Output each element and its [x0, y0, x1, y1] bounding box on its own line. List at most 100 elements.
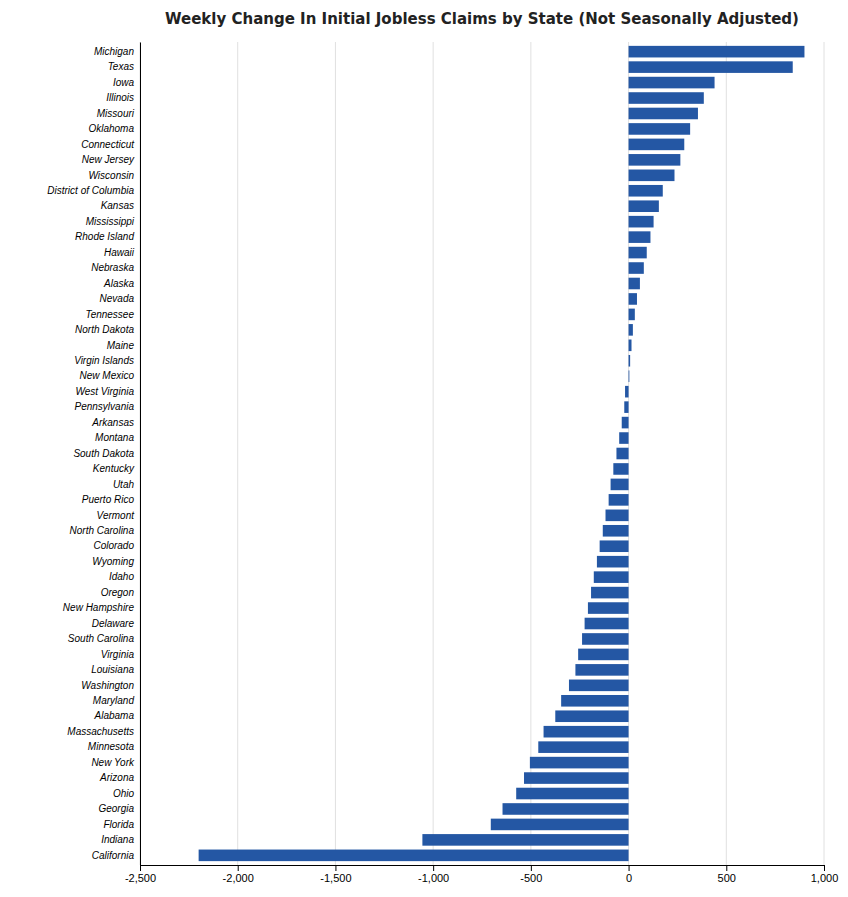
- chart: -2,500-2,000-1,500-1,000-50005001,000Mic…: [0, 0, 848, 897]
- y-tick-label: Mississippi: [86, 216, 135, 227]
- y-tick: Wisconsin: [89, 170, 135, 181]
- x-tick: -2,000: [223, 865, 254, 884]
- grid-line: [237, 42, 238, 865]
- y-tick: Virginia: [101, 649, 135, 660]
- y-tick-label: South Dakota: [73, 448, 134, 459]
- y-tick-label: California: [92, 850, 135, 861]
- y-tick-label: Montana: [95, 432, 134, 443]
- y-tick-label: New Mexico: [80, 370, 135, 381]
- y-tick: New Jersey: [82, 154, 135, 165]
- y-tick-label: Missouri: [97, 108, 135, 119]
- bar: [629, 355, 631, 367]
- y-tick: Florida: [103, 819, 134, 830]
- bar: [629, 123, 691, 135]
- y-tick: California: [92, 850, 135, 861]
- bar: [609, 494, 629, 506]
- y-tick: North Carolina: [70, 525, 135, 536]
- grid-line: [433, 42, 434, 865]
- y-tick: Alaska: [103, 278, 134, 289]
- bar: [629, 170, 675, 182]
- y-tick-label: Michigan: [94, 46, 134, 57]
- y-tick: District of Columbia: [47, 185, 134, 196]
- y-tick: Montana: [95, 432, 134, 443]
- grid-line: [530, 42, 531, 865]
- x-tick-mark: [629, 865, 630, 871]
- x-tick: -1,500: [320, 865, 351, 884]
- bar: [530, 757, 629, 769]
- y-tick-label: Kansas: [101, 200, 134, 211]
- bar: [422, 834, 628, 846]
- y-tick-label: Iowa: [113, 77, 135, 88]
- x-tick: -1,000: [418, 865, 449, 884]
- y-tick-label: Nevada: [100, 293, 135, 304]
- bar: [594, 571, 629, 583]
- y-tick-label: Illinois: [106, 92, 134, 103]
- bar: [578, 649, 628, 661]
- y-axis-line: [140, 43, 141, 866]
- y-tick: Iowa: [113, 77, 135, 88]
- y-tick-label: North Dakota: [75, 324, 134, 335]
- y-tick-label: Oklahoma: [88, 123, 134, 134]
- x-tick-label: -1,000: [418, 872, 449, 884]
- bar: [597, 556, 629, 568]
- y-tick: Ohio: [113, 788, 135, 799]
- x-tick-mark: [531, 865, 532, 871]
- y-tick: Nevada: [100, 293, 135, 304]
- y-tick-label: Kentucky: [93, 463, 135, 474]
- grid-line: [726, 42, 727, 865]
- y-tick-label: Washington: [81, 680, 134, 691]
- y-tick: Wyoming: [92, 556, 134, 567]
- y-tick: Texas: [108, 61, 134, 72]
- bar: [538, 741, 628, 753]
- y-axis: Michigan Texas Iowa Illinois Missouri Oklahom…: [47, 43, 140, 866]
- y-tick: Nebraska: [91, 262, 134, 273]
- x-tick-label: -2,000: [223, 872, 254, 884]
- x-tick-mark: [140, 865, 141, 871]
- y-tick: Kentucky: [93, 463, 135, 474]
- grid: [140, 42, 824, 865]
- y-tick-label: Indiana: [101, 834, 134, 845]
- x-tick-label: -1,500: [320, 872, 351, 884]
- y-tick: Louisiana: [91, 664, 134, 675]
- y-tick-label: Delaware: [92, 618, 135, 629]
- bar: [628, 370, 630, 382]
- y-tick: New Mexico: [80, 370, 135, 381]
- bar: [629, 61, 793, 73]
- bar: [629, 340, 632, 352]
- y-tick: Illinois: [106, 92, 134, 103]
- y-tick: Oregon: [101, 587, 135, 598]
- y-tick: Oklahoma: [88, 123, 134, 134]
- y-tick: Alabama: [94, 710, 135, 721]
- x-tick-label: 500: [718, 872, 736, 884]
- bar: [625, 386, 629, 398]
- x-tick-label: 0: [626, 872, 632, 884]
- y-tick-label: Ohio: [113, 788, 135, 799]
- bar: [629, 108, 698, 120]
- y-tick-label: Oregon: [101, 587, 135, 598]
- x-tick-mark: [824, 865, 825, 871]
- y-tick: Mississippi: [86, 216, 135, 227]
- y-tick-label: New York: [91, 757, 135, 768]
- bar: [524, 772, 629, 784]
- y-tick-label: District of Columbia: [47, 185, 134, 196]
- bar: [555, 710, 628, 722]
- bar: [582, 633, 629, 645]
- bar: [600, 540, 629, 552]
- bar: [629, 278, 640, 290]
- y-tick-label: South Carolina: [68, 633, 135, 644]
- bar: [199, 850, 629, 862]
- bar: [624, 401, 628, 413]
- title: Weekly Change In Initial Jobless Claims …: [165, 10, 799, 28]
- grid-line: [335, 42, 336, 865]
- grid-line: [824, 42, 825, 865]
- x-tick-label: -500: [520, 872, 542, 884]
- y-tick: Washington: [81, 680, 134, 691]
- bar: [616, 448, 628, 460]
- y-tick: Arizona: [99, 772, 134, 783]
- grid-line: [140, 42, 141, 865]
- y-tick: Delaware: [92, 618, 135, 629]
- bar: [503, 803, 629, 815]
- y-tick-label: North Carolina: [70, 525, 135, 536]
- y-tick: Virgin Islands: [74, 355, 134, 366]
- x-tick: 500: [718, 865, 736, 884]
